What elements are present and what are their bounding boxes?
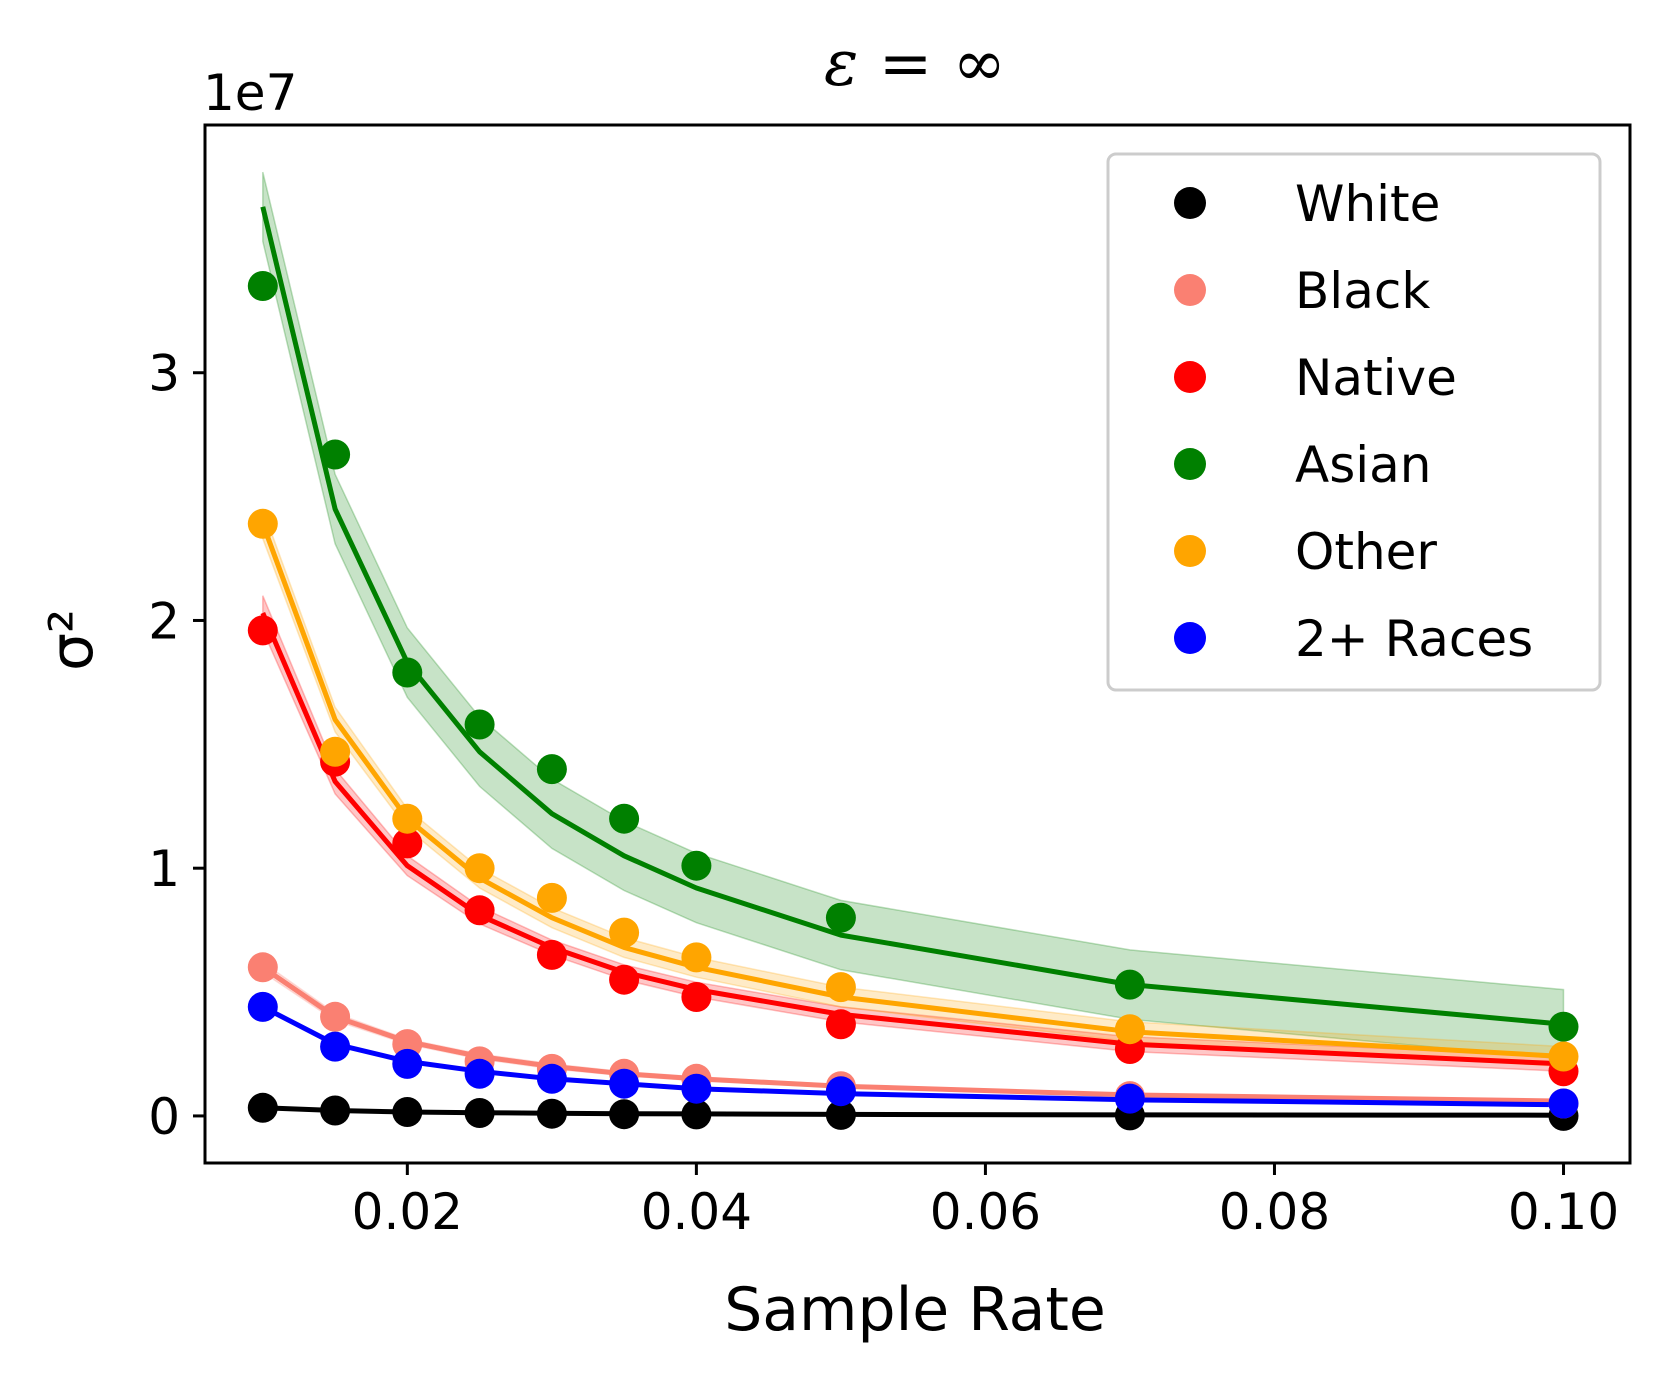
data-point-2-4 <box>536 939 567 970</box>
data-point-4-7 <box>825 972 856 1003</box>
data-point-5-7 <box>825 1076 856 1107</box>
data-point-3-2 <box>392 657 423 688</box>
series-line-3 <box>260 206 1564 1027</box>
data-point-5-0 <box>247 991 278 1022</box>
y-axis-label: σ² <box>37 609 107 671</box>
data-point-5-9 <box>1548 1088 1579 1119</box>
legend-marker-5 <box>1174 622 1206 654</box>
data-point-4-4 <box>536 882 567 913</box>
data-point-3-5 <box>609 803 640 834</box>
series-line-4 <box>260 522 1564 1059</box>
data-point-3-0 <box>247 271 278 301</box>
series-line-5 <box>261 1004 1564 1108</box>
data-point-4-5 <box>609 917 640 948</box>
data-point-5-5 <box>609 1068 640 1099</box>
data-point-0-3 <box>464 1098 495 1128</box>
data-point-2-2 <box>392 828 423 859</box>
y-tick-label-2: 2 <box>148 592 180 650</box>
data-point-3-1 <box>320 439 351 470</box>
data-point-5-3 <box>464 1058 495 1089</box>
y-tick-label-3: 3 <box>148 345 180 403</box>
legend-marker-0 <box>1174 187 1206 219</box>
data-point-1-1 <box>320 1001 351 1032</box>
data-point-2-5 <box>609 964 640 995</box>
legend-box <box>1106 152 1602 692</box>
data-point-4-1 <box>320 736 351 767</box>
data-point-0-7 <box>825 1099 856 1130</box>
data-point-4-6 <box>681 942 712 973</box>
x-tick-label-0: 0.02 <box>352 1183 463 1241</box>
legend-label-4: Other <box>1295 523 1437 581</box>
y-tick-label-0: 0 <box>148 1088 180 1146</box>
plot-frame <box>203 123 1632 1165</box>
legend-marker-4 <box>1174 535 1206 567</box>
x-axis-label: Sample Rate <box>724 1275 1106 1345</box>
data-point-5-2 <box>392 1048 423 1079</box>
legend-marker-3 <box>1174 448 1206 480</box>
data-point-4-2 <box>392 803 423 834</box>
series-line-2 <box>260 612 1564 1067</box>
data-point-1-0 <box>247 952 278 983</box>
data-point-0-5 <box>609 1099 640 1130</box>
data-point-3-4 <box>536 754 567 785</box>
legend-marker-2 <box>1174 361 1206 393</box>
data-point-0-1 <box>320 1095 351 1126</box>
x-tick-label-4: 0.10 <box>1508 1183 1619 1241</box>
y-tick-label-1: 1 <box>148 840 180 898</box>
series-line-1 <box>261 965 1564 1104</box>
data-point-2-0 <box>247 615 278 646</box>
data-point-2-6 <box>681 982 712 1012</box>
data-point-0-2 <box>392 1097 423 1127</box>
chart-title: ε = ∞ <box>824 27 1006 101</box>
data-point-0-6 <box>681 1099 712 1130</box>
data-point-4-9 <box>1548 1041 1579 1072</box>
data-point-4-0 <box>247 508 278 539</box>
legend-marker-1 <box>1174 274 1206 306</box>
data-point-5-6 <box>681 1073 712 1104</box>
data-point-4-8 <box>1114 1014 1145 1045</box>
data-point-3-3 <box>464 709 495 740</box>
x-tick-label-2: 0.06 <box>930 1183 1041 1241</box>
data-point-3-6 <box>681 850 712 881</box>
data-point-5-8 <box>1114 1083 1145 1114</box>
data-point-4-3 <box>464 853 495 884</box>
data-point-0-4 <box>536 1098 567 1129</box>
legend-label-2: Native <box>1295 349 1457 407</box>
data-point-3-7 <box>825 902 856 933</box>
x-tick-label-1: 0.04 <box>641 1183 752 1241</box>
legend-label-1: Black <box>1295 262 1430 320</box>
data-point-2-3 <box>464 895 495 926</box>
x-tick-label-3: 0.08 <box>1219 1183 1330 1241</box>
legend-label-0: White <box>1295 175 1440 233</box>
data-point-3-9 <box>1548 1011 1579 1042</box>
legend-label-5: 2+ Races <box>1295 610 1533 668</box>
plot-area <box>247 171 1579 1131</box>
series-line-0 <box>262 1105 1564 1118</box>
data-point-0-0 <box>247 1092 278 1123</box>
y-offset-label: 1e7 <box>203 64 297 122</box>
data-point-5-1 <box>320 1031 351 1062</box>
data-point-5-4 <box>536 1063 567 1094</box>
legend-label-3: Asian <box>1295 436 1431 494</box>
data-point-2-7 <box>825 1009 856 1040</box>
data-point-3-8 <box>1114 969 1145 1000</box>
